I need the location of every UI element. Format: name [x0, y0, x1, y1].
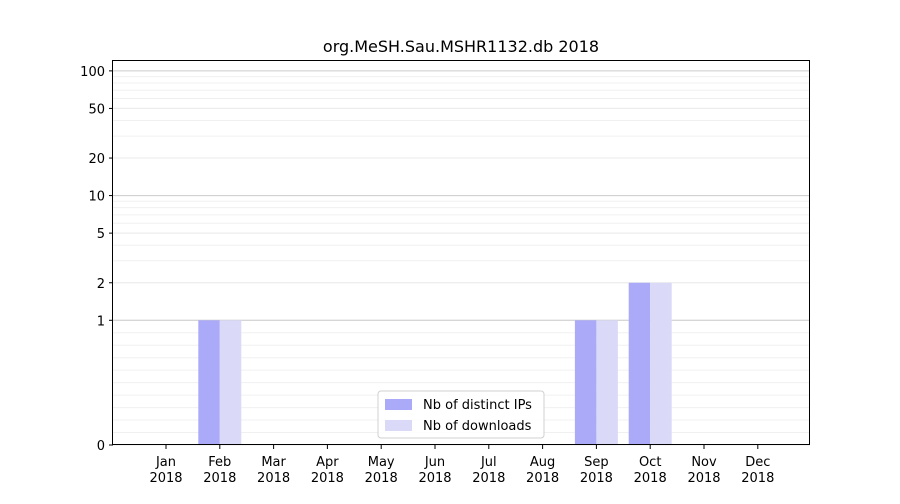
x-tick-label-month: Jun: [424, 455, 445, 470]
legend-box: [377, 390, 545, 439]
x-tick-label-month: Oct: [639, 455, 661, 470]
x-axis: Jan2018Feb2018Mar2018Apr2018May2018Jun20…: [149, 445, 774, 486]
legend-swatch: [385, 420, 412, 431]
legend-swatch: [385, 399, 412, 410]
bar-downloads: [219, 320, 242, 445]
x-tick-label-month: Nov: [691, 455, 717, 470]
y-tick-label: 2: [97, 277, 105, 292]
y-axis: 0 1 2 5 10 20 50 100: [80, 65, 113, 454]
x-tick-label-year: 2018: [580, 471, 613, 486]
x-tick-label-month: Mar: [261, 455, 286, 470]
x-tick-label-year: 2018: [687, 471, 720, 486]
x-tick-label-month: Aug: [530, 455, 555, 470]
x-tick-label-year: 2018: [634, 471, 667, 486]
y-tick-label: 0: [97, 439, 105, 454]
x-tick-label-year: 2018: [741, 471, 774, 486]
chart-title: org.MeSH.Sau.MSHR1132.db 2018: [323, 37, 599, 56]
legend-label: Nb of downloads: [423, 419, 532, 434]
bar-downloads: [596, 320, 618, 445]
x-tick-label-year: 2018: [203, 471, 236, 486]
x-tick-label-month: Feb: [208, 455, 231, 470]
legend-label: Nb of distinct IPs: [423, 398, 532, 413]
y-tick-label: 1: [97, 314, 105, 329]
y-tick-label: 100: [80, 65, 105, 80]
bars: [198, 282, 672, 445]
x-tick-label-month: Sep: [584, 455, 609, 470]
x-tick-label-month: Apr: [316, 455, 339, 470]
plot-frame: [112, 60, 810, 445]
x-tick-label-month: May: [368, 455, 395, 470]
x-tick-label-month: Jan: [155, 455, 176, 470]
bar-distinct-ips: [574, 320, 597, 445]
y-tick-label: 50: [88, 102, 105, 117]
x-tick-label-year: 2018: [526, 471, 559, 486]
x-tick-label-year: 2018: [365, 471, 398, 486]
x-tick-label-year: 2018: [472, 471, 505, 486]
bar-distinct-ips: [198, 320, 220, 445]
legend: Nb of distinct IPs Nb of downloads: [377, 390, 545, 439]
x-tick-label-year: 2018: [418, 471, 451, 486]
y-tick-label: 5: [97, 227, 105, 242]
x-tick-label-month: Dec: [745, 455, 770, 470]
y-tick-label: 20: [88, 152, 105, 167]
x-tick-label-year: 2018: [257, 471, 290, 486]
x-tick-label-month: Jul: [480, 455, 497, 470]
x-tick-label-year: 2018: [149, 471, 182, 486]
bar-distinct-ips: [628, 282, 651, 445]
bar-downloads: [650, 282, 672, 445]
x-tick-label-year: 2018: [311, 471, 344, 486]
y-tick-label: 10: [88, 190, 105, 205]
